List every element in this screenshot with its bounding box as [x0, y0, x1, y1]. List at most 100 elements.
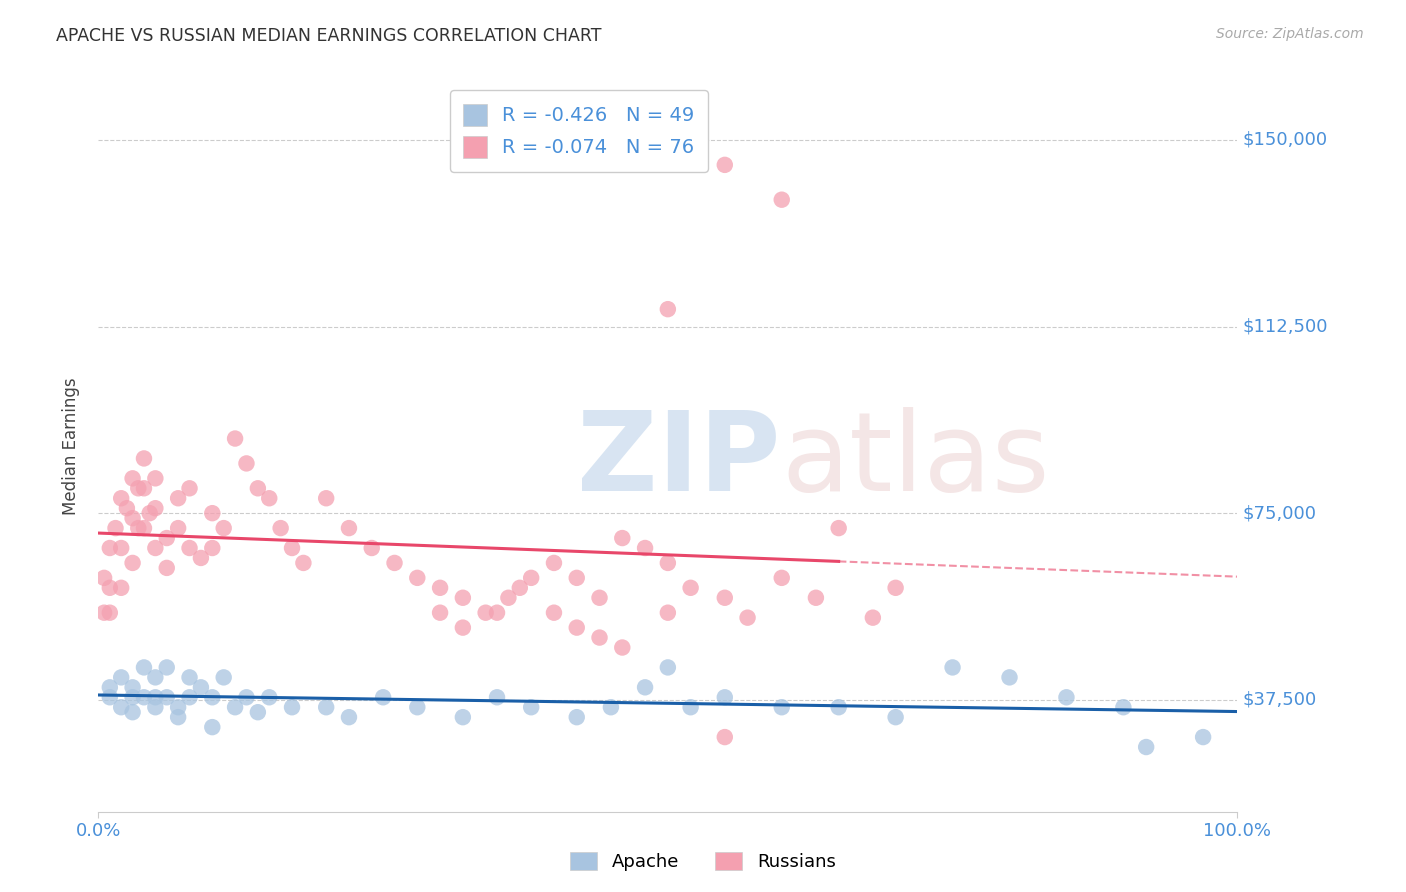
Point — [98, 581, 121, 595]
Point — [98, 690, 121, 705]
Point — [98, 681, 121, 695]
Point — [588, 631, 610, 645]
Point — [1054, 690, 1078, 705]
Point — [1135, 739, 1157, 754]
Point — [212, 521, 235, 535]
Point — [543, 556, 565, 570]
Point — [93, 571, 115, 585]
Point — [110, 581, 132, 595]
Legend: R = -0.426   N = 49, R = -0.074   N = 76: R = -0.426 N = 49, R = -0.074 N = 76 — [450, 90, 709, 172]
Point — [224, 432, 246, 446]
Point — [110, 700, 132, 714]
Point — [235, 690, 257, 705]
Point — [98, 541, 121, 555]
Point — [201, 720, 224, 734]
Point — [246, 481, 269, 495]
Point — [451, 591, 474, 605]
Point — [281, 700, 304, 714]
Point — [121, 471, 143, 485]
Point — [451, 710, 474, 724]
Text: $150,000: $150,000 — [1243, 131, 1329, 149]
Point — [657, 660, 679, 674]
Point — [224, 700, 246, 714]
Point — [315, 700, 337, 714]
Point — [520, 700, 543, 714]
Point — [156, 660, 179, 674]
Point — [167, 700, 190, 714]
Point — [127, 521, 149, 535]
Point — [770, 571, 793, 585]
Point — [384, 556, 406, 570]
Point — [770, 700, 793, 714]
Point — [509, 581, 531, 595]
Point — [246, 705, 269, 719]
Point — [235, 457, 257, 471]
Text: $75,000: $75,000 — [1243, 504, 1317, 522]
Point — [804, 591, 827, 605]
Point — [138, 506, 160, 520]
Point — [212, 670, 235, 684]
Point — [884, 581, 907, 595]
Point — [167, 710, 190, 724]
Y-axis label: Median Earnings: Median Earnings — [62, 377, 80, 515]
Point — [156, 561, 179, 575]
Point — [156, 531, 179, 545]
Point — [565, 571, 588, 585]
Point — [498, 591, 520, 605]
Point — [884, 710, 907, 724]
Point — [600, 700, 623, 714]
Point — [201, 690, 224, 705]
Point — [520, 571, 543, 585]
Point — [121, 690, 143, 705]
Point — [121, 556, 143, 570]
Point — [93, 606, 115, 620]
Text: $112,500: $112,500 — [1243, 318, 1329, 335]
Text: $37,500: $37,500 — [1243, 690, 1317, 709]
Point — [179, 541, 201, 555]
Point — [612, 531, 634, 545]
Point — [132, 521, 155, 535]
Point — [292, 556, 315, 570]
Point — [145, 541, 167, 555]
Point — [121, 681, 143, 695]
Point — [862, 610, 884, 624]
Point — [145, 471, 167, 485]
Point — [104, 521, 127, 535]
Point — [1112, 700, 1135, 714]
Point — [828, 521, 851, 535]
Point — [371, 690, 394, 705]
Point — [179, 670, 201, 684]
Point — [714, 690, 737, 705]
Point — [828, 700, 851, 714]
Point — [714, 158, 737, 172]
Point — [132, 690, 155, 705]
Point — [486, 606, 509, 620]
Point — [474, 606, 496, 620]
Point — [657, 556, 679, 570]
Point — [145, 670, 167, 684]
Point — [679, 700, 702, 714]
Point — [543, 606, 565, 620]
Point — [156, 690, 179, 705]
Point — [634, 541, 657, 555]
Point — [315, 491, 337, 506]
Point — [942, 660, 965, 674]
Point — [145, 501, 167, 516]
Point — [110, 541, 132, 555]
Point — [281, 541, 304, 555]
Point — [406, 700, 429, 714]
Point — [612, 640, 634, 655]
Point — [115, 501, 138, 516]
Point — [121, 511, 143, 525]
Point — [259, 491, 281, 506]
Point — [451, 621, 474, 635]
Point — [121, 705, 143, 719]
Point — [337, 710, 360, 724]
Text: APACHE VS RUSSIAN MEDIAN EARNINGS CORRELATION CHART: APACHE VS RUSSIAN MEDIAN EARNINGS CORREL… — [56, 27, 602, 45]
Point — [110, 670, 132, 684]
Point — [679, 581, 702, 595]
Point — [179, 690, 201, 705]
Point — [190, 551, 212, 566]
Point — [429, 581, 451, 595]
Point — [429, 606, 451, 620]
